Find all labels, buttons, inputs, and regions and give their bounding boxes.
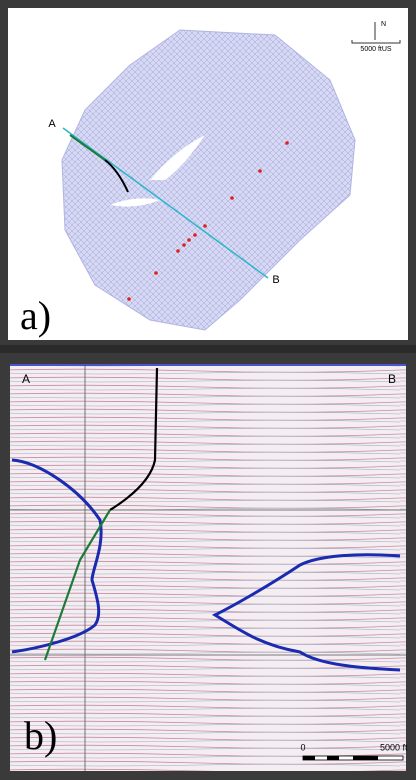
scale-bar (351, 40, 401, 44)
section-line (62, 127, 269, 279)
grid (10, 365, 406, 771)
section-end-label: B (272, 274, 279, 286)
scale-end-label: 5000 ft (380, 742, 408, 752)
well (176, 249, 180, 253)
well-path (109, 367, 159, 511)
well (203, 224, 207, 228)
well (258, 169, 262, 173)
scale-start-label: 0 (300, 742, 305, 752)
salt-feature (150, 135, 205, 180)
scale-bar (302, 755, 404, 761)
well (182, 243, 186, 247)
well (193, 233, 197, 237)
well (187, 238, 191, 242)
well-path-green (43, 509, 111, 661)
left-end-label: A (22, 372, 30, 386)
well (230, 196, 234, 200)
horizon (211, 553, 401, 672)
well (285, 141, 289, 145)
scale-bar-segment (327, 756, 339, 760)
scale-bar-segment (303, 756, 315, 760)
scale-label: 5000 ftUS (360, 46, 391, 53)
well (127, 297, 131, 301)
well (154, 271, 158, 275)
horizon (11, 458, 103, 654)
right-end-label: B (388, 372, 396, 386)
well-path (104, 159, 129, 193)
seismic-section (10, 365, 406, 771)
survey-area (61, 29, 356, 331)
scale-bar-segment (353, 756, 378, 760)
north-label: N (381, 21, 386, 28)
panel-label: b) (24, 713, 57, 758)
well-path-green (69, 134, 106, 161)
section-start-label: A (48, 118, 56, 130)
panel-label: a) (20, 293, 51, 338)
salt-feature (110, 198, 160, 207)
well-points (127, 141, 289, 301)
